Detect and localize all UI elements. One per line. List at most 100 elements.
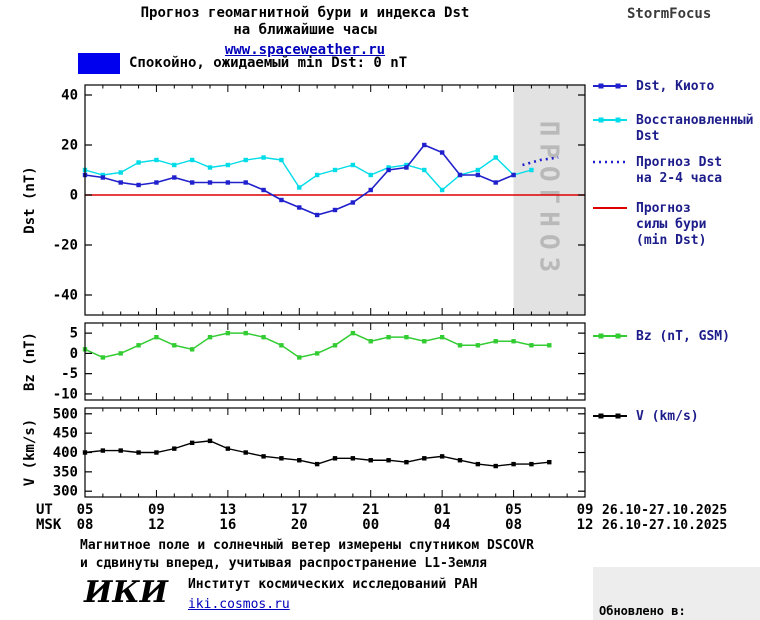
series-bz-gsm-marker — [529, 343, 534, 348]
panel-border — [84, 407, 586, 498]
legend-swatch-marker — [615, 117, 621, 123]
series-solar-wind-speed-marker — [118, 448, 123, 453]
ut-tick-label: 05 — [505, 502, 522, 518]
series-bz-gsm-marker — [386, 334, 391, 340]
y-tick-label: 0 — [70, 188, 78, 204]
panel-v: 500 450 400 350 300 V (km/s) V (km/s) — [22, 406, 699, 499]
series-bz-gsm-marker — [100, 355, 106, 360]
y-tick-label: 500 — [53, 406, 78, 422]
legend-label: на 2-4 часа — [636, 171, 722, 186]
series-dst-kyoto-marker — [350, 200, 356, 205]
msk-tick-label: 00 — [362, 517, 379, 533]
msk-tick-label: 08 — [77, 517, 94, 533]
series-dst-kyoto-marker — [118, 180, 123, 185]
series-dst-kyoto-marker — [439, 150, 445, 155]
site-link[interactable]: www.spaceweather.ru — [224, 42, 386, 58]
series-bz-gsm-marker — [118, 351, 123, 356]
series-bz-gsm-marker — [457, 343, 463, 348]
legend-label: (min Dst) — [636, 233, 706, 248]
series-bz-gsm-marker — [154, 334, 159, 340]
series-bz-gsm-marker — [243, 330, 248, 336]
series-solar-wind-speed-marker — [511, 461, 516, 467]
series-dst-restored-marker — [404, 162, 409, 168]
series-solar-wind-speed-marker — [243, 450, 248, 455]
y-tick-label: -10 — [53, 386, 78, 402]
series-dst-kyoto-marker — [297, 205, 302, 210]
legend-label: Dst — [636, 129, 659, 144]
series-bz-gsm-marker — [314, 351, 320, 356]
series-bz-gsm-marker — [172, 343, 177, 348]
updated-panel: Обновлено в: UT 05:05, 27.10.2025 MSK 08… — [593, 567, 760, 620]
series-dst-restored-marker — [386, 165, 391, 170]
quiet-status: Спокойно, ожидаемый min Dst: 0 nT — [78, 53, 407, 74]
forecast-region — [513, 85, 585, 315]
series-dst-restored-marker — [332, 167, 338, 173]
data-source-note-line1: Магнитное поле и солнечный ветер измерен… — [80, 538, 534, 553]
legend-label: Dst, Киото — [636, 79, 714, 94]
series-dst-restored-marker — [422, 167, 427, 173]
series-dst-kyoto-marker — [314, 212, 320, 218]
legend-swatch-marker — [598, 333, 604, 339]
series-dst-kyoto-marker — [332, 207, 338, 213]
series-solar-wind-speed-marker — [529, 461, 534, 467]
msk-tick-label: 16 — [219, 517, 236, 533]
data-source-note-line2: и сдвинуты вперед, учитывая распростране… — [80, 556, 487, 571]
panel-border — [84, 84, 586, 316]
series-dst-kyoto-marker — [368, 187, 373, 193]
msk-tick-label: 12 — [577, 517, 594, 533]
series-bz-gsm-marker — [547, 343, 552, 348]
forecast-region-label: ПРОГНОЗ — [533, 121, 563, 280]
legend-label: V (km/s) — [636, 409, 699, 424]
y-tick-label: -40 — [53, 288, 78, 304]
series-bz-gsm-marker — [332, 343, 338, 348]
series-dst-kyoto-marker — [154, 180, 159, 185]
msk-tick-label: 12 — [148, 517, 165, 533]
ut-tick-label: 17 — [291, 502, 308, 518]
series-bz-gsm-marker — [404, 334, 409, 340]
ut-tick-label: 13 — [219, 502, 236, 518]
series-dst-kyoto-marker — [422, 142, 427, 148]
series-dst-restored-marker — [261, 155, 266, 160]
ut-tick-label: 09 — [148, 502, 165, 518]
series-dst-kyoto-marker — [225, 180, 231, 185]
series-solar-wind-speed-marker — [493, 463, 498, 469]
ut-date-range: 26.10-27.10.2025 — [602, 503, 727, 518]
series-dst-kyoto-marker — [404, 165, 409, 170]
ut-tick-label: 05 — [77, 502, 94, 518]
series-solar-wind-speed-marker — [547, 459, 552, 465]
series-dst-kyoto-marker — [261, 187, 266, 193]
series-dst-restored-marker — [475, 167, 481, 173]
brand-label: StormFocus — [627, 6, 712, 22]
series-dst-kyoto-marker — [189, 180, 195, 185]
series-solar-wind-speed-marker — [207, 438, 213, 444]
y-tick-label: 400 — [53, 445, 78, 461]
series-bz-gsm-marker — [511, 339, 516, 344]
legend-label: Восстановленный — [636, 113, 753, 128]
org-link[interactable]: iki.cosmos.ru — [187, 597, 290, 612]
series-bz-gsm-marker — [225, 330, 231, 336]
series-dst-restored-marker — [118, 170, 123, 175]
series-dst-kyoto-marker — [386, 167, 391, 173]
y-tick-label: 5 — [70, 326, 78, 342]
series-solar-wind-speed-marker — [475, 461, 481, 467]
series-dst-restored-marker — [100, 172, 106, 178]
series-dst-restored-marker — [350, 162, 356, 168]
legend-label: силы бури — [636, 217, 706, 232]
y-axis-label-v: V (km/s) — [22, 419, 38, 486]
series-dst-restored-marker — [243, 157, 248, 163]
series-dst-kyoto-marker — [493, 180, 498, 185]
series-dst-restored-marker — [297, 185, 302, 190]
series-solar-wind-speed-marker — [404, 459, 409, 465]
series-bz-gsm-marker — [422, 339, 427, 344]
series-bz-gsm-marker — [475, 343, 481, 348]
series-solar-wind-speed-marker — [225, 446, 231, 451]
series-dst-restored-marker — [172, 162, 177, 168]
legend-label: Прогноз Dst — [636, 155, 722, 170]
panel-border — [84, 322, 586, 401]
series-bz-gsm-marker — [136, 343, 141, 348]
y-axis-label-dst: Dst (nT) — [22, 166, 38, 233]
series-dst-kyoto-marker — [172, 175, 177, 180]
series-dst-forecast — [522, 156, 559, 167]
legend-label: Bz (nT, GSM) — [636, 329, 730, 344]
